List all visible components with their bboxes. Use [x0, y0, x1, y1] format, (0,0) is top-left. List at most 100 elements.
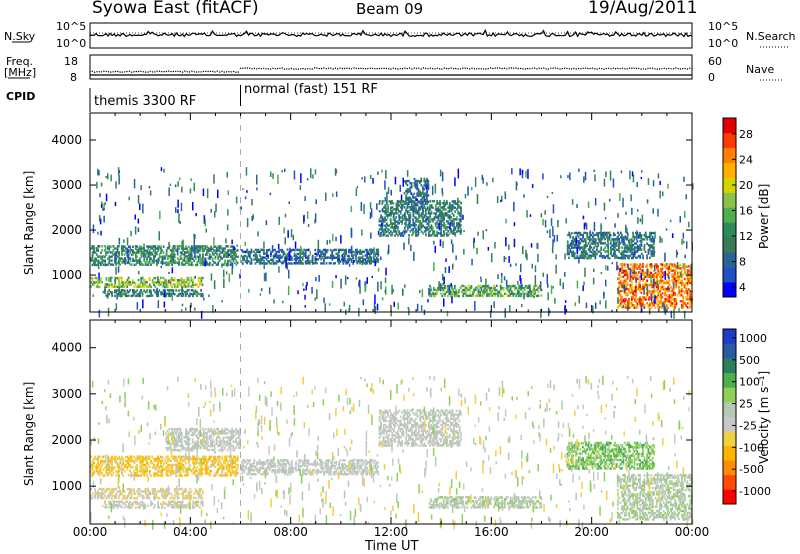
heatmap-cell [638, 271, 640, 274]
heatmap-cell [174, 184, 177, 188]
heatmap-cell [299, 254, 301, 257]
colorbar-swatch [723, 237, 736, 253]
heatmap-cell [260, 262, 262, 265]
heatmap-cell [592, 237, 594, 241]
heatmap-cell [304, 294, 306, 300]
heatmap-cell [631, 296, 633, 299]
heatmap-cell [665, 263, 668, 266]
heatmap-cell [391, 222, 393, 225]
heatmap-cell [378, 202, 381, 205]
heatmap-cell [147, 245, 150, 248]
heatmap-cell [646, 283, 648, 287]
heatmap-cell [200, 276, 203, 280]
nave-point [392, 67, 394, 69]
heatmap-cell [387, 206, 389, 209]
heatmap-cell [148, 245, 151, 248]
heatmap-cell [469, 286, 471, 290]
heatmap-cell [380, 226, 383, 229]
heatmap-cell [154, 474, 157, 477]
heatmap-cell [632, 235, 635, 239]
heatmap-cell [423, 204, 426, 207]
heatmap-cell [622, 275, 625, 278]
heatmap-cell [257, 250, 260, 254]
heatmap-cell [197, 245, 200, 248]
heatmap-cell [165, 283, 168, 286]
heatmap-cell [678, 271, 680, 274]
heatmap-cell [194, 467, 197, 471]
heatmap-cell [499, 284, 502, 288]
heatmap-cell [396, 206, 399, 209]
heatmap-cell [210, 245, 212, 248]
nave-point [193, 71, 195, 73]
heatmap-cell [125, 281, 127, 284]
heatmap-cell [384, 210, 386, 213]
heatmap-cell [381, 226, 384, 229]
heatmap-cell [427, 232, 430, 235]
nave-point [540, 67, 543, 70]
heatmap-cell [594, 233, 597, 236]
heatmap-cell [340, 235, 342, 244]
heatmap-cell [425, 208, 427, 211]
heatmap-cell [180, 294, 183, 298]
heatmap-cell [93, 259, 95, 262]
heatmap-cell [209, 249, 211, 252]
heatmap-cell [247, 252, 250, 255]
heatmap-cell [136, 261, 138, 265]
heatmap-cell [344, 252, 346, 256]
heatmap-cell [547, 292, 549, 301]
heatmap-cell [658, 302, 661, 305]
heatmap-cell [502, 294, 505, 298]
heatmap-cell [426, 202, 428, 206]
nave-point [628, 67, 631, 69]
heatmap-cell [336, 256, 339, 259]
heatmap-cell [140, 255, 143, 258]
heatmap-cell [683, 277, 686, 281]
heatmap-cell [656, 275, 658, 279]
heatmap-cell [637, 277, 640, 281]
heatmap-cell [130, 459, 133, 463]
heatmap-cell [352, 262, 354, 265]
heatmap-cell [601, 234, 604, 237]
nave-point [323, 67, 325, 69]
heatmap-cell [190, 178, 192, 182]
heatmap-cell [137, 457, 140, 460]
heatmap-cell [384, 216, 386, 219]
heatmap-cell [681, 300, 683, 303]
heatmap-cell [509, 284, 512, 288]
heatmap-cell [614, 223, 616, 228]
heatmap-cell [157, 466, 160, 469]
heatmap-cell [520, 263, 522, 273]
heatmap-cell [641, 170, 643, 173]
heatmap-cell [590, 250, 593, 254]
heatmap-cell [102, 462, 105, 465]
heatmap-cell [633, 246, 636, 249]
heatmap-cell [405, 182, 407, 185]
heatmap-cell [622, 239, 625, 243]
heatmap-cell [177, 199, 179, 208]
heatmap-cell [607, 246, 609, 249]
heatmap-cell [605, 265, 607, 271]
heatmap-cell [362, 255, 364, 258]
heatmap-cell [315, 199, 317, 205]
heatmap-cell [664, 265, 666, 268]
heatmap-cell [650, 286, 653, 289]
heatmap-cell [130, 455, 133, 458]
heatmap-cell [449, 288, 452, 291]
heatmap-cell [171, 472, 173, 475]
heatmap-cell [116, 293, 118, 300]
heatmap-cell [632, 277, 635, 280]
heatmap-cell [165, 457, 168, 460]
heatmap-cell [169, 289, 172, 292]
heatmap-cell [178, 468, 180, 471]
heatmap-cell [394, 230, 397, 233]
heatmap-cell [673, 263, 676, 266]
heatmap-cell [192, 459, 194, 463]
heatmap-cell [157, 464, 159, 467]
heatmap-cell [107, 455, 109, 458]
heatmap-cell [381, 200, 384, 203]
heatmap-cell [107, 247, 109, 250]
heatmap-cell [426, 192, 428, 195]
heatmap-cell [413, 226, 416, 229]
heatmap-cell [671, 287, 674, 291]
heatmap-cell [681, 306, 683, 309]
